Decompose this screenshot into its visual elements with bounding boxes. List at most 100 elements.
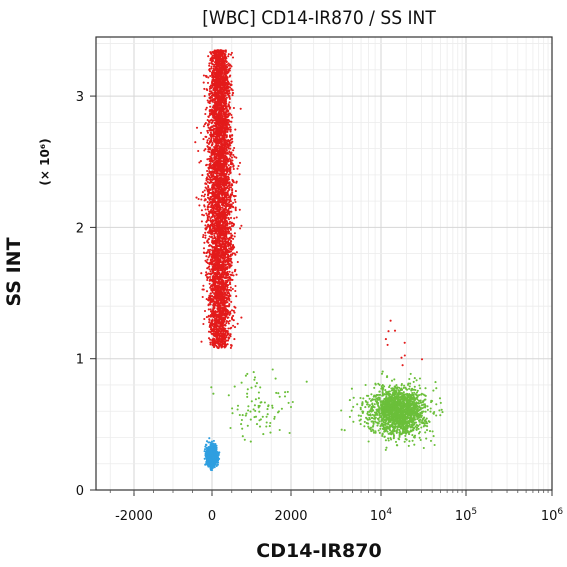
data-point	[213, 90, 217, 93]
data-point	[218, 99, 221, 103]
grid-lines	[96, 37, 553, 490]
data-point	[226, 66, 229, 69]
data-point	[208, 146, 211, 149]
data-point	[228, 250, 231, 254]
data-point	[227, 173, 230, 176]
data-point	[204, 112, 207, 116]
data-point	[229, 335, 232, 338]
data-point	[210, 216, 213, 219]
data-point	[214, 104, 217, 107]
data-point	[223, 282, 226, 285]
data-point	[228, 275, 231, 279]
data-point	[228, 304, 231, 307]
data-point	[213, 203, 216, 206]
data-point	[231, 140, 234, 143]
data-point	[202, 214, 205, 217]
data-point	[209, 210, 212, 213]
data-point	[213, 226, 216, 229]
data-point	[202, 233, 205, 237]
data-point	[228, 313, 231, 317]
data-point	[205, 227, 208, 230]
data-point	[216, 178, 219, 181]
data-point	[204, 224, 207, 227]
data-point	[208, 231, 211, 234]
data-point	[233, 146, 236, 150]
data-point	[228, 101, 231, 104]
data-point	[225, 63, 229, 66]
data-point	[209, 308, 212, 311]
data-point	[218, 302, 221, 305]
data-point	[225, 253, 228, 256]
data-point	[215, 214, 218, 217]
data-point	[224, 344, 227, 347]
data-point	[229, 130, 232, 133]
data-point	[216, 165, 219, 169]
data-point	[216, 57, 219, 60]
data-point	[223, 291, 226, 294]
data-point	[209, 279, 212, 282]
data-point	[229, 198, 232, 201]
data-point	[222, 90, 226, 93]
data-point	[210, 231, 213, 234]
data-point	[216, 172, 219, 175]
data-point	[214, 52, 217, 55]
data-point	[217, 134, 220, 137]
data-point	[208, 227, 212, 230]
data-point	[201, 295, 204, 299]
data-point	[239, 227, 242, 230]
data-point	[202, 247, 206, 250]
data-point	[214, 200, 217, 203]
data-point	[235, 216, 238, 219]
data-point	[213, 107, 216, 110]
data-point	[222, 162, 225, 165]
data-point	[215, 260, 218, 263]
data-point	[209, 181, 212, 184]
data-point	[225, 135, 228, 138]
data-point	[208, 68, 211, 71]
data-point	[218, 306, 221, 309]
data-point	[206, 258, 209, 261]
data-point	[233, 326, 237, 329]
data-point	[213, 147, 216, 150]
data-point	[218, 115, 221, 118]
data-point	[210, 294, 213, 298]
data-point	[221, 200, 224, 203]
data-point	[227, 110, 230, 113]
data-point	[200, 272, 203, 275]
data-point	[218, 147, 221, 150]
data-point	[227, 210, 230, 213]
data-point	[227, 336, 230, 339]
data-point	[224, 279, 227, 282]
data-point	[210, 52, 213, 56]
data-point	[216, 266, 219, 269]
data-point	[216, 78, 219, 81]
data-point	[227, 291, 230, 294]
data-point	[214, 97, 217, 100]
data-point	[233, 195, 236, 198]
data-point	[233, 217, 236, 220]
data-point	[232, 324, 235, 327]
data-point	[217, 280, 220, 283]
data-point	[218, 198, 221, 201]
data-point	[211, 54, 214, 57]
data-point	[211, 141, 214, 144]
data-point	[195, 126, 199, 129]
data-point	[206, 169, 209, 173]
data-point	[215, 142, 219, 145]
data-point	[214, 224, 217, 227]
data-point	[197, 149, 200, 153]
data-point	[234, 200, 237, 204]
data-point	[207, 178, 210, 181]
data-point	[211, 201, 214, 204]
data-point	[217, 284, 220, 287]
data-point	[216, 98, 219, 102]
data-point	[230, 156, 234, 159]
data-point	[237, 164, 240, 168]
data-point	[224, 53, 227, 56]
data-point	[218, 308, 221, 311]
data-point	[195, 196, 198, 199]
data-point	[213, 303, 217, 306]
data-point	[204, 208, 207, 211]
data-point	[219, 337, 222, 340]
data-point	[208, 321, 211, 324]
